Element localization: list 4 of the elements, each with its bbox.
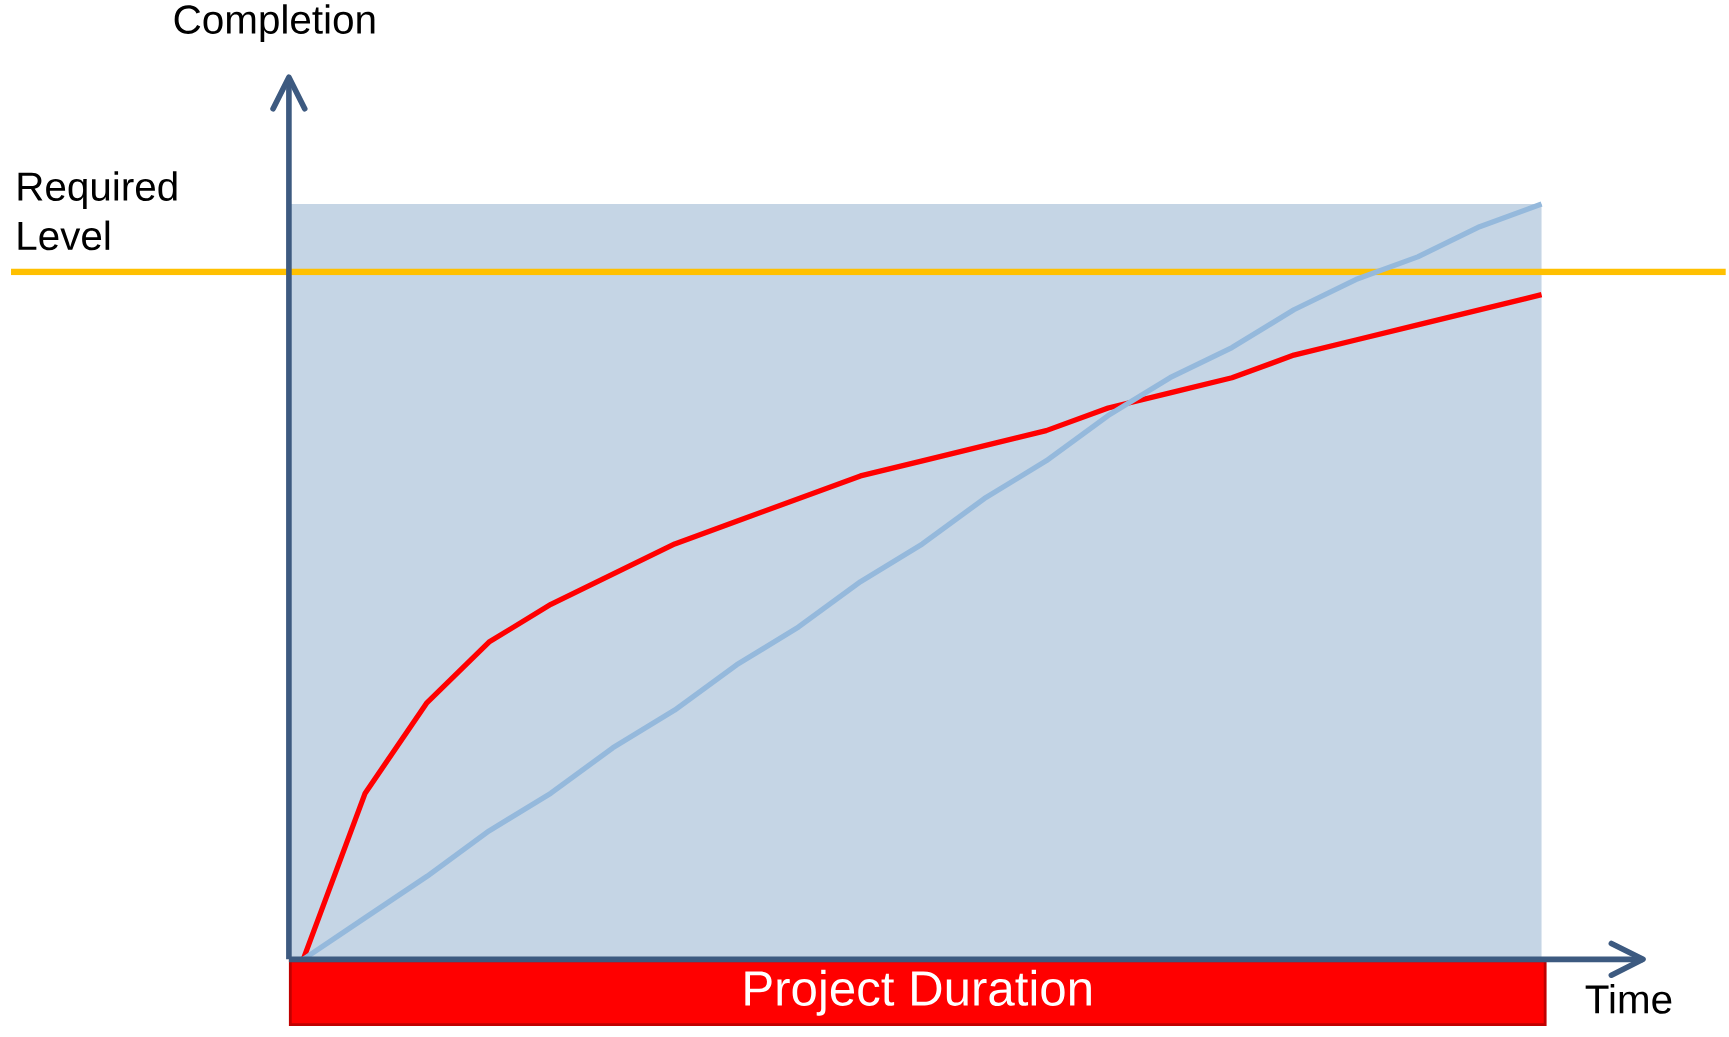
x-axis-title: Time — [1585, 984, 1672, 1014]
text: Project Duration — [745, 970, 1091, 1016]
ref-line-label: Required Level — [18, 171, 177, 251]
y-axis-title: Completion — [174, 4, 375, 43]
